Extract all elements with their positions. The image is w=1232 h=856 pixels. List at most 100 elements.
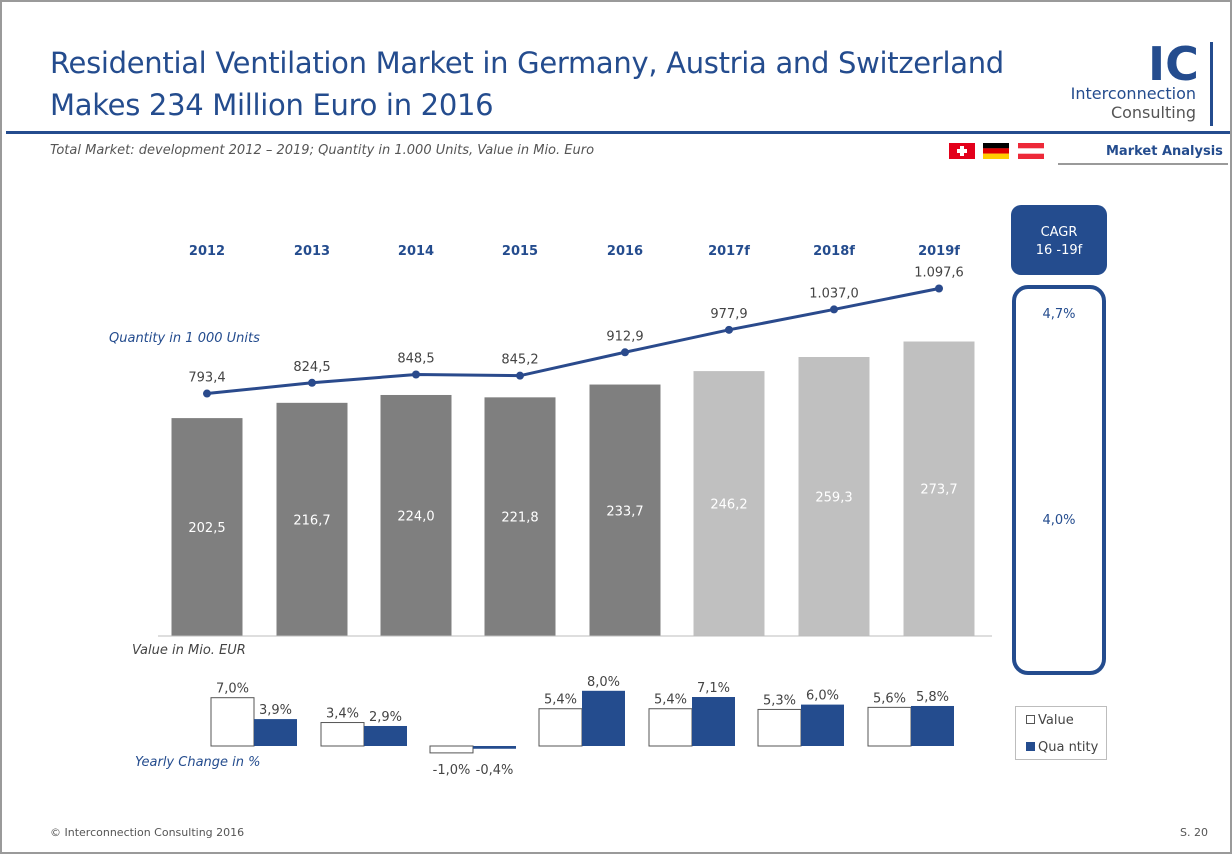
page-title-line-1: Residential Ventilation Market in German… [50, 46, 1004, 80]
value-change-bar-2015 [429, 745, 474, 754]
legend-swatch-value [1026, 715, 1035, 724]
quantity-change-bar-2017f [692, 697, 735, 746]
page-number: S. 20 [1180, 826, 1208, 839]
title-divider [6, 131, 1230, 134]
value-change-label-2019f: 5,6% [873, 691, 906, 706]
cagr-box [1012, 285, 1106, 675]
legend: Value Qua ntity [1015, 706, 1107, 760]
quantity-change-bar-2014 [364, 725, 407, 746]
value-change-bar-2017f [648, 708, 693, 747]
value-bar-label-2018f: 259,3 [815, 490, 852, 505]
value-change-bar-2013 [210, 697, 255, 747]
switzerland-flag-icon [949, 143, 975, 159]
value-change-label-2018f: 5,3% [763, 693, 796, 708]
quantity-change-bar-2015 [473, 746, 516, 749]
subtitle: Total Market: development 2012 – 2019; Q… [50, 143, 595, 158]
value-bar-label-2019f: 273,7 [920, 483, 957, 498]
quantity-change-label-2016: 8,0% [587, 675, 620, 690]
year-label-2016: 2016 [607, 244, 643, 259]
interconnection-consulting-logo: IC Interconnection Consulting [1071, 40, 1199, 122]
quantity-point-2019f [935, 284, 943, 293]
quantity-label-2013: 824,5 [293, 360, 330, 375]
year-label-2012: 2012 [189, 244, 225, 259]
year-label-2015: 2015 [502, 244, 538, 259]
quantity-point-2015 [516, 371, 524, 380]
quantity-label-2017f: 977,9 [710, 307, 747, 322]
section-label: Market Analysis [1106, 144, 1223, 159]
quantity-change-bar-2013 [254, 719, 297, 746]
quantity-point-2013 [308, 378, 316, 387]
value-bar-label-2017f: 246,2 [710, 498, 747, 513]
quantity-change-bar-2016 [582, 690, 625, 746]
quantity-point-2018f [830, 305, 838, 314]
cagr-heading-line-2: 16 -19f [1035, 243, 1083, 258]
quantity-label-2014: 848,5 [397, 352, 434, 367]
legend-label-value: Value [1038, 713, 1074, 728]
year-label-2017f: 2017f [708, 244, 750, 259]
germany-flag-icon [983, 143, 1009, 159]
value-change-label-2017f: 5,4% [654, 693, 687, 708]
value-change-bar-2018f [757, 708, 802, 747]
quantity-change-label-2019f: 5,8% [916, 690, 949, 705]
quantity-change-bar-2019f [911, 705, 954, 746]
value-bar-2018f [798, 356, 870, 636]
logo-accent-bar [1210, 42, 1213, 126]
legend-label-quantity: Qua ntity [1038, 740, 1099, 755]
value-bar-2019f [903, 341, 975, 636]
value-bar-label-2015: 221,8 [501, 511, 538, 526]
quantity-change-label-2014: 2,9% [369, 710, 402, 725]
quantity-label-2019f: 1.097,6 [914, 265, 964, 280]
legend-swatch-quantity [1026, 742, 1035, 751]
quantity-change-label-2017f: 7,1% [697, 681, 730, 696]
quantity-label-2018f: 1.037,0 [809, 286, 859, 301]
quantity-change-label-2013: 3,9% [259, 703, 292, 718]
value-bar-label-2016: 233,7 [606, 504, 643, 519]
value-change-bar-2019f [867, 706, 912, 747]
quantity-change-label-2015: -0,4% [476, 763, 514, 778]
value-change-bar-2016 [538, 708, 583, 747]
quantity-point-2016 [621, 348, 629, 357]
value-change-label-2016: 5,4% [544, 693, 577, 708]
year-label-2018f: 2018f [813, 244, 855, 259]
quantity-point-2012 [203, 389, 211, 398]
quantity-label-2015: 845,2 [501, 353, 538, 368]
section-divider [1058, 163, 1228, 165]
page-title-line-2: Makes 234 Million Euro in 2016 [50, 88, 494, 122]
value-bar-label-2012: 202,5 [188, 521, 225, 536]
year-label-2019f: 2019f [918, 244, 960, 259]
value-change-bar-2014 [320, 722, 365, 747]
copyright: © Interconnection Consulting 2016 [50, 826, 245, 839]
quantity-change-label-2018f: 6,0% [806, 689, 839, 704]
logo-line-1: Interconnection [1071, 84, 1196, 103]
cagr-quantity: 4,7% [1042, 307, 1076, 322]
value-bar-2016 [589, 384, 661, 636]
value-bar-label-2014: 224,0 [397, 509, 434, 524]
value-bar-2013 [276, 402, 348, 636]
value-bar-2012 [171, 418, 243, 636]
quantity-label-2016: 912,9 [606, 329, 643, 344]
legend-item-quantity: Qua ntity [1026, 740, 1098, 755]
cagr-heading-line-1: CAGR [1040, 225, 1078, 240]
quantity-point-2014 [412, 370, 420, 379]
value-bar-2017f [693, 371, 765, 636]
quantity-point-2017f [725, 325, 733, 334]
value-change-label-2013: 7,0% [216, 682, 249, 697]
quantity-axis-label: Quantity in 1 000 Units [109, 331, 260, 346]
austria-flag-icon [1018, 143, 1044, 159]
legend-item-value: Value [1026, 713, 1074, 728]
value-bar-2014 [380, 394, 452, 636]
value-bar-2015 [484, 397, 556, 636]
logo-line-2: Consulting [1111, 103, 1196, 122]
quantity-change-bar-2018f [801, 704, 844, 746]
quantity-label-2012: 793,4 [188, 371, 225, 386]
cagr-heading: CAGR 16 -19f [1011, 205, 1107, 275]
yearly-change-axis-label: Yearly Change in % [135, 755, 261, 770]
quantity-line [206, 287, 940, 396]
value-axis-label: Value in Mio. EUR [132, 643, 246, 658]
logo-mark: IC [1148, 40, 1199, 91]
year-label-2014: 2014 [398, 244, 434, 259]
value-change-label-2015: -1,0% [433, 763, 471, 778]
year-label-2013: 2013 [294, 244, 330, 259]
